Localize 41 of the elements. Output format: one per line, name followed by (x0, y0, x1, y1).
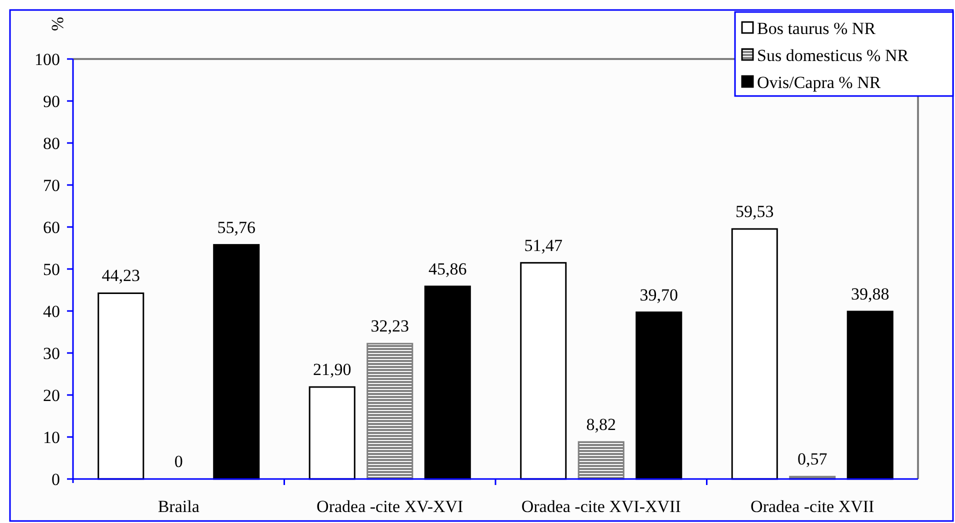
data-label: 39,88 (851, 284, 890, 304)
bar (520, 262, 567, 480)
data-label: 8,82 (586, 414, 616, 434)
x-tick-label: Oradea -cite XVI-XVII (521, 497, 682, 516)
data-label: 44,23 (102, 266, 140, 286)
y-tick-label: 10 (43, 428, 60, 447)
legend-label: Bos taurus % NR (757, 18, 876, 38)
y-tick-label: 70 (43, 176, 60, 195)
bar (846, 310, 894, 480)
data-label: 21,90 (313, 360, 352, 380)
data-label: 32,23 (370, 316, 409, 336)
y-tick-label: 100 (34, 50, 60, 69)
data-label: 59,53 (736, 202, 774, 221)
data-label: 0,57 (798, 450, 828, 469)
x-tick-label: Oradea -cite XV-XVI (316, 497, 464, 516)
bar (98, 292, 144, 480)
bar (731, 228, 778, 480)
legend-label: Sus domesticus % NR (757, 46, 910, 65)
y-tick-label: 50 (43, 260, 60, 279)
data-label: 45,86 (428, 259, 467, 278)
x-tick-label: Braila (158, 497, 200, 516)
bar (213, 244, 260, 480)
y-tick-label: 80 (43, 134, 60, 153)
y-tick-label: 40 (43, 302, 60, 321)
y-tick-label: 20 (43, 386, 60, 405)
legend-label: Ovis/Capra % NR (757, 72, 882, 92)
bar (366, 342, 414, 480)
bar (636, 312, 682, 480)
y-axis-title: % (48, 16, 68, 32)
x-tick-label: Oradea -cite XVII (750, 497, 875, 516)
y-tick-label: 90 (43, 92, 60, 111)
y-tick-label: 60 (43, 218, 60, 237)
y-tick-label: 30 (43, 344, 60, 363)
data-label: 0 (174, 452, 183, 471)
data-label: 55,76 (217, 218, 256, 237)
data-label: 39,70 (640, 285, 678, 304)
y-tick-label: 0 (52, 470, 60, 489)
bar (578, 441, 624, 480)
bar (308, 386, 356, 480)
bar (424, 286, 471, 480)
data-label: 51,47 (524, 236, 563, 255)
